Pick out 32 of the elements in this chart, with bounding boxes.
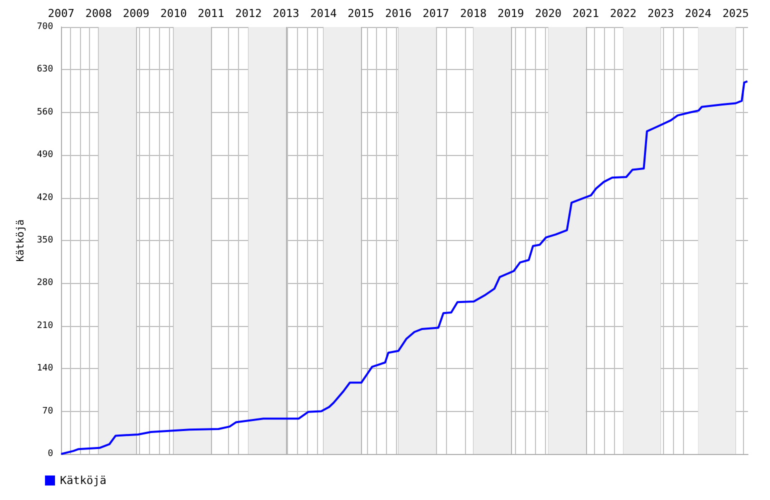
- x-tick-label: 2016: [385, 7, 412, 20]
- x-tick-label: 2011: [198, 7, 224, 20]
- legend-label: Kätköjä: [60, 474, 106, 487]
- y-tick-label: 630: [36, 64, 54, 75]
- x-tick-label: 2007: [48, 7, 74, 20]
- y-tick-label: 140: [36, 364, 54, 374]
- x-tick-label: 2022: [610, 7, 636, 20]
- y-tick-label: 350: [36, 236, 54, 246]
- x-tick-label: 2013: [272, 7, 300, 20]
- y-tick-label: 280: [36, 278, 54, 288]
- y-axis-title: Kätköjä: [16, 219, 26, 262]
- y-tick-label: 700: [36, 22, 54, 32]
- x-tick-label: 2017: [422, 7, 450, 20]
- x-tick-label: 2009: [122, 7, 150, 20]
- x-tick-label: 2008: [85, 7, 112, 20]
- y-tick-label: 210: [36, 320, 54, 331]
- x-tick-label: 2019: [498, 7, 524, 20]
- x-tick-label: 2025: [722, 7, 749, 20]
- x-tick-label: 2014: [310, 7, 338, 20]
- x-tick-label: 2015: [348, 7, 374, 20]
- x-tick-label: 2010: [160, 7, 187, 20]
- x-tick-label: 2020: [535, 7, 562, 20]
- y-tick-label: 490: [36, 150, 54, 160]
- x-tick-label: 2023: [647, 7, 674, 20]
- y-tick-label: 560: [36, 107, 54, 118]
- x-tick-label: 2021: [572, 7, 600, 20]
- y-tick-label: 70: [42, 406, 54, 416]
- x-tick-label: 2024: [684, 7, 712, 20]
- x-tick-label: 2018: [460, 7, 487, 20]
- y-tick-label: 420: [36, 192, 54, 203]
- y-tick-label: 0: [48, 449, 54, 459]
- x-tick-label: 2012: [235, 7, 262, 20]
